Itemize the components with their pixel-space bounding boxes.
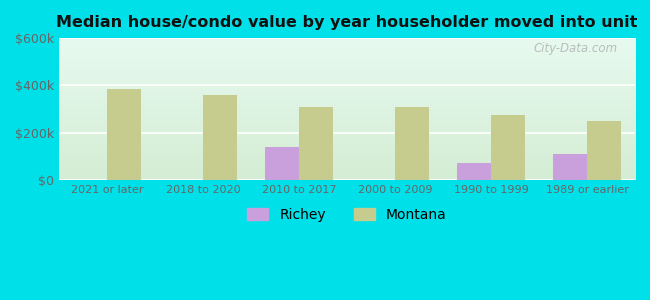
Bar: [107, 89, 140, 180]
Bar: [203, 95, 237, 180]
Bar: [299, 107, 333, 180]
Bar: [458, 163, 491, 180]
Legend: Richey, Montana: Richey, Montana: [242, 202, 452, 227]
Bar: [491, 115, 525, 180]
Title: Median house/condo value by year householder moved into unit: Median house/condo value by year househo…: [57, 15, 638, 30]
Bar: [265, 147, 299, 180]
Text: City-Data.com: City-Data.com: [534, 42, 618, 56]
Bar: [587, 121, 621, 180]
Bar: [395, 107, 428, 180]
Bar: [553, 154, 587, 180]
